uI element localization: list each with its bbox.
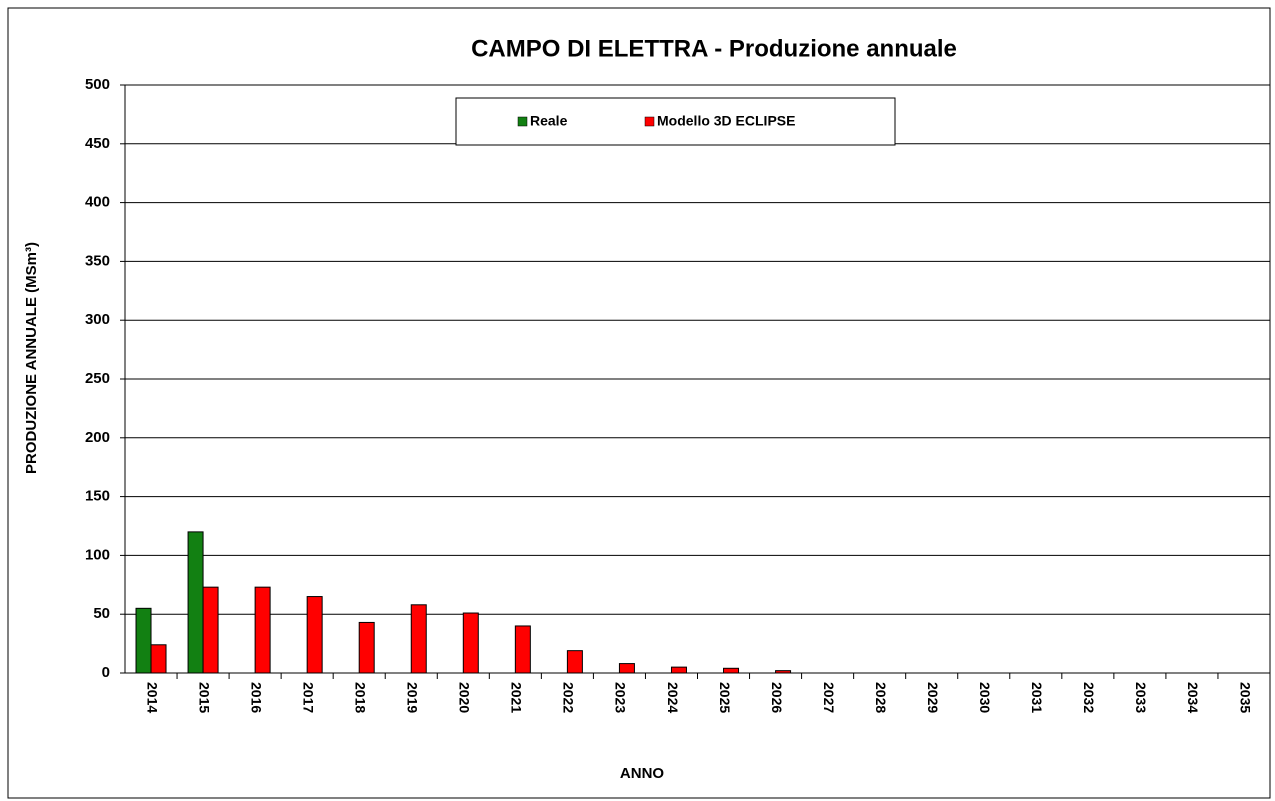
y-tick-label: 450: [85, 135, 110, 152]
legend-swatch: [644, 116, 655, 127]
y-tick-label: 0: [102, 664, 110, 681]
bar: [566, 650, 583, 674]
bar: [202, 586, 219, 674]
x-tick-label: 2022: [561, 682, 577, 713]
legend-label: Reale: [530, 113, 568, 129]
y-tick-label: 150: [85, 488, 110, 505]
y-tick-label: 500: [85, 76, 110, 93]
y-tick-label: 50: [93, 605, 110, 622]
x-tick-label: 2029: [925, 682, 941, 713]
x-tick-label: 2023: [613, 682, 629, 713]
bar: [618, 663, 635, 674]
x-tick-label: 2032: [1081, 682, 1097, 713]
y-tick-label: 250: [85, 370, 110, 387]
bar: [135, 607, 152, 674]
x-tick-label: 2031: [1029, 682, 1045, 713]
legend-swatch: [517, 116, 528, 127]
bar: [462, 612, 479, 674]
bar: [775, 670, 792, 674]
x-tick-label: 2016: [248, 682, 264, 713]
x-tick-label: 2033: [1133, 682, 1149, 713]
legend-label: Modello 3D ECLIPSE: [657, 113, 795, 129]
bar: [254, 586, 271, 674]
x-axis-title: ANNO: [620, 765, 664, 782]
bar: [358, 621, 375, 674]
x-tick-label: 2034: [1185, 682, 1201, 713]
bar: [670, 666, 687, 674]
x-tick-label: 2017: [300, 682, 316, 713]
bar: [150, 644, 167, 674]
x-tick-label: 2014: [144, 682, 160, 713]
y-tick-label: 350: [85, 252, 110, 269]
y-tick-label: 100: [85, 546, 110, 563]
x-tick-label: 2021: [509, 682, 525, 713]
x-tick-label: 2024: [665, 682, 681, 713]
y-tick-label: 300: [85, 311, 110, 328]
x-tick-label: 2026: [769, 682, 785, 713]
x-tick-label: 2019: [405, 682, 421, 713]
x-tick-label: 2028: [873, 682, 889, 713]
bar: [410, 604, 427, 674]
bar: [187, 531, 204, 674]
x-tick-label: 2035: [1237, 682, 1253, 713]
y-axis-title: PRODUZIONE ANNUALE (MSm³): [23, 242, 40, 474]
y-tick-label: 200: [85, 429, 110, 446]
bar: [514, 625, 531, 674]
legend-box: [455, 97, 896, 146]
bar: [723, 667, 740, 674]
x-tick-label: 2027: [821, 682, 837, 713]
chart-title: CAMPO DI ELETTRA - Produzione annuale: [471, 35, 957, 62]
x-tick-label: 2030: [977, 682, 993, 713]
x-tick-label: 2025: [717, 682, 733, 713]
x-tick-label: 2020: [457, 682, 473, 713]
bar: [306, 596, 323, 674]
x-tick-label: 2018: [353, 682, 369, 713]
y-tick-label: 400: [85, 194, 110, 211]
x-tick-label: 2015: [196, 682, 212, 713]
